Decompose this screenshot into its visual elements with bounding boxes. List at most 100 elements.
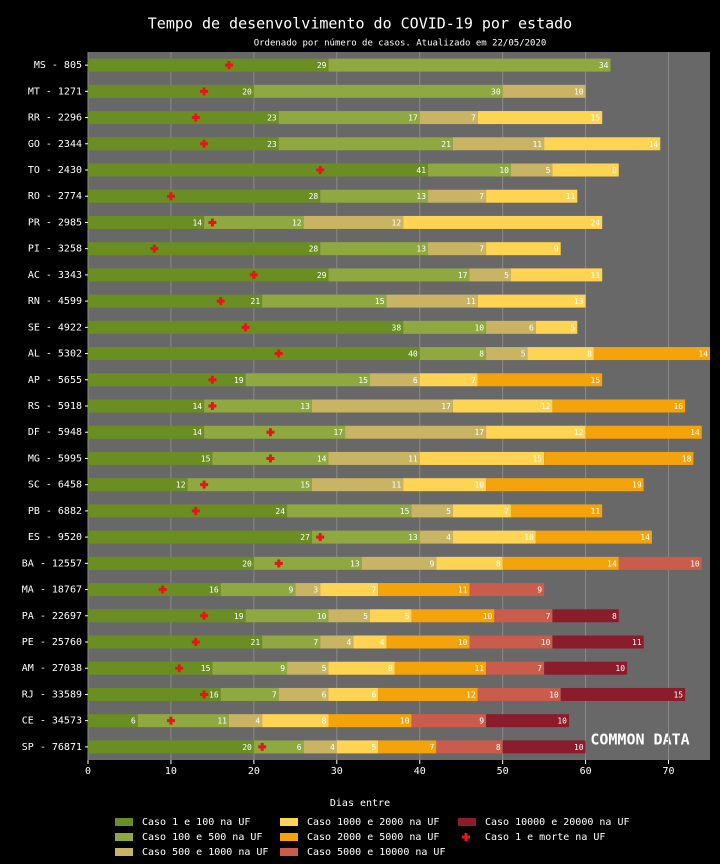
value-label: 10 [541, 638, 551, 647]
bar-segment [477, 294, 586, 308]
value-label: 17 [441, 402, 451, 411]
value-label: 15 [400, 507, 410, 516]
death-marker [200, 480, 209, 489]
bar-segment [253, 84, 503, 98]
value-label: 4 [446, 533, 451, 542]
bar-segment [369, 373, 420, 387]
bar-segment [253, 556, 362, 570]
value-label: 10 [499, 166, 509, 175]
value-label: 12 [541, 402, 551, 411]
bar-segment [187, 478, 312, 492]
value-label: 14 [690, 428, 700, 437]
value-label: 11 [532, 140, 542, 149]
y-tick-label: DF - 5948 [28, 427, 82, 438]
value-label: 7 [479, 192, 484, 201]
value-label: 14 [192, 428, 202, 437]
chart-title: Tempo de desenvolvimento do COVID-19 por… [148, 15, 572, 33]
y-tick-label: SE - 4922 [28, 322, 82, 333]
bar-segment [88, 451, 213, 465]
bar-segment [486, 347, 528, 361]
legend-swatch [115, 818, 133, 826]
death-marker [208, 218, 217, 227]
value-label: 38 [392, 323, 402, 332]
bar-segment [88, 661, 213, 675]
bar-segment [502, 556, 619, 570]
bar-segment [320, 242, 429, 256]
bar-segment [428, 242, 487, 256]
value-label: 15 [591, 114, 601, 123]
x-tick-label: 50 [497, 766, 509, 777]
bar-segment [311, 530, 420, 544]
value-label: 4 [380, 638, 385, 647]
bar-segment [403, 215, 603, 229]
value-label: 21 [251, 297, 261, 306]
value-label: 13 [300, 402, 310, 411]
death-marker [224, 61, 233, 70]
bar-segment [411, 714, 487, 728]
bar-segment [378, 583, 470, 597]
value-label: 15 [358, 376, 368, 385]
value-label: 5 [446, 507, 451, 516]
bar-segment [386, 635, 470, 649]
bar-segment [502, 84, 586, 98]
value-label: 5 [371, 743, 376, 752]
bar-segment [204, 399, 312, 413]
y-tick-label: MA - 18767 [22, 585, 82, 596]
bar-segment [88, 58, 329, 72]
value-label: 8 [322, 717, 327, 726]
legend-label: Caso 2000 e 5000 na UF [307, 832, 439, 843]
bar-segment [403, 320, 487, 334]
value-label: 4 [347, 638, 352, 647]
value-label: 7 [371, 586, 376, 595]
bar-segment [336, 740, 379, 754]
value-label: 29 [317, 271, 327, 280]
value-label: 8 [479, 350, 484, 359]
value-label: 12 [176, 481, 186, 490]
death-marker [249, 270, 258, 279]
value-label: 10 [549, 690, 559, 699]
value-label: 14 [640, 533, 650, 542]
bar-segment [212, 661, 288, 675]
value-label: 10 [483, 612, 493, 621]
bar-segment [436, 740, 503, 754]
value-label: 7 [504, 507, 509, 516]
value-label: 5 [546, 166, 551, 175]
death-marker [241, 323, 250, 332]
bar-segment [328, 687, 379, 701]
bar-segment [477, 111, 603, 125]
value-label: 8 [496, 743, 501, 752]
value-label: 15 [673, 690, 683, 699]
bar-segment [88, 137, 279, 151]
value-label: 15 [300, 481, 310, 490]
bar-segment [328, 451, 420, 465]
bar-segment [320, 189, 429, 203]
legend-swatch [115, 848, 133, 856]
value-label: 14 [607, 559, 617, 568]
y-tick-label: RS - 5918 [28, 401, 82, 412]
value-label: 13 [574, 297, 584, 306]
value-label: 20 [242, 743, 252, 752]
bar-segment [88, 373, 246, 387]
bar-segment [452, 504, 511, 518]
bar-segment [88, 504, 288, 518]
value-label: 11 [466, 297, 476, 306]
value-label: 15 [201, 454, 211, 463]
bar-segment [287, 504, 412, 518]
y-tick-label: RO - 2774 [28, 191, 82, 202]
y-tick-label: AL - 5302 [28, 349, 82, 360]
value-label: 17 [333, 428, 343, 437]
value-label: 12 [466, 690, 476, 699]
value-label: 6 [131, 717, 136, 726]
death-marker [200, 139, 209, 148]
legend-label: Caso 10000 e 20000 na UF [485, 817, 630, 828]
bar-segment [452, 399, 553, 413]
y-tick-label: ES - 9520 [28, 532, 82, 543]
watermark: COMMON DATA [590, 731, 689, 749]
bar-segment [535, 530, 652, 544]
y-tick-label: PR - 2985 [28, 217, 82, 228]
bar-segment [486, 478, 644, 492]
bar-segment [419, 111, 478, 125]
death-marker [258, 742, 267, 751]
legend-swatch [458, 818, 476, 826]
